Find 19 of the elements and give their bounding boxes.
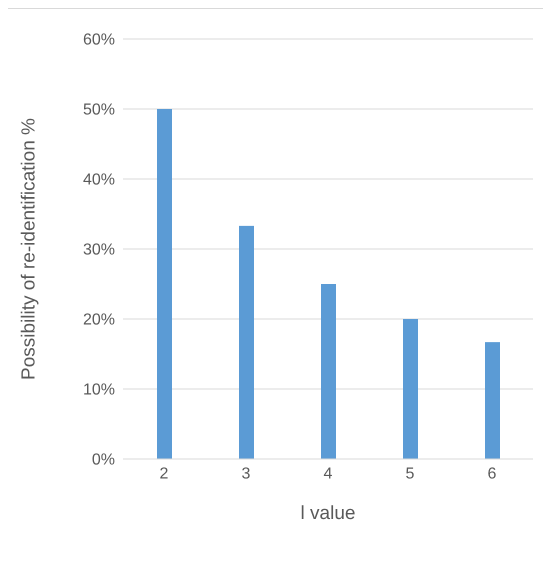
x-tick-label: 5 [406, 465, 415, 482]
y-tick-label: 0% [92, 452, 115, 469]
x-tick-label: 4 [324, 465, 333, 482]
y-tick-label: 40% [82, 172, 115, 189]
y-tick-label: 50% [82, 102, 115, 119]
y-tick-label: 10% [82, 382, 115, 399]
x-axis-title: l value [300, 503, 356, 524]
bar [157, 109, 172, 459]
y-tick-label: 30% [82, 242, 115, 259]
bar [321, 284, 336, 459]
bar [485, 342, 500, 459]
bar [239, 226, 254, 459]
x-tick-label: 3 [242, 465, 251, 482]
x-tick-label: 2 [160, 465, 169, 482]
y-tick-label: 60% [82, 32, 115, 49]
y-tick-label: 20% [82, 312, 115, 329]
bar [403, 319, 418, 459]
x-tick-label: 6 [488, 465, 497, 482]
y-axis-title: Possibility of re-identification % [18, 118, 40, 380]
